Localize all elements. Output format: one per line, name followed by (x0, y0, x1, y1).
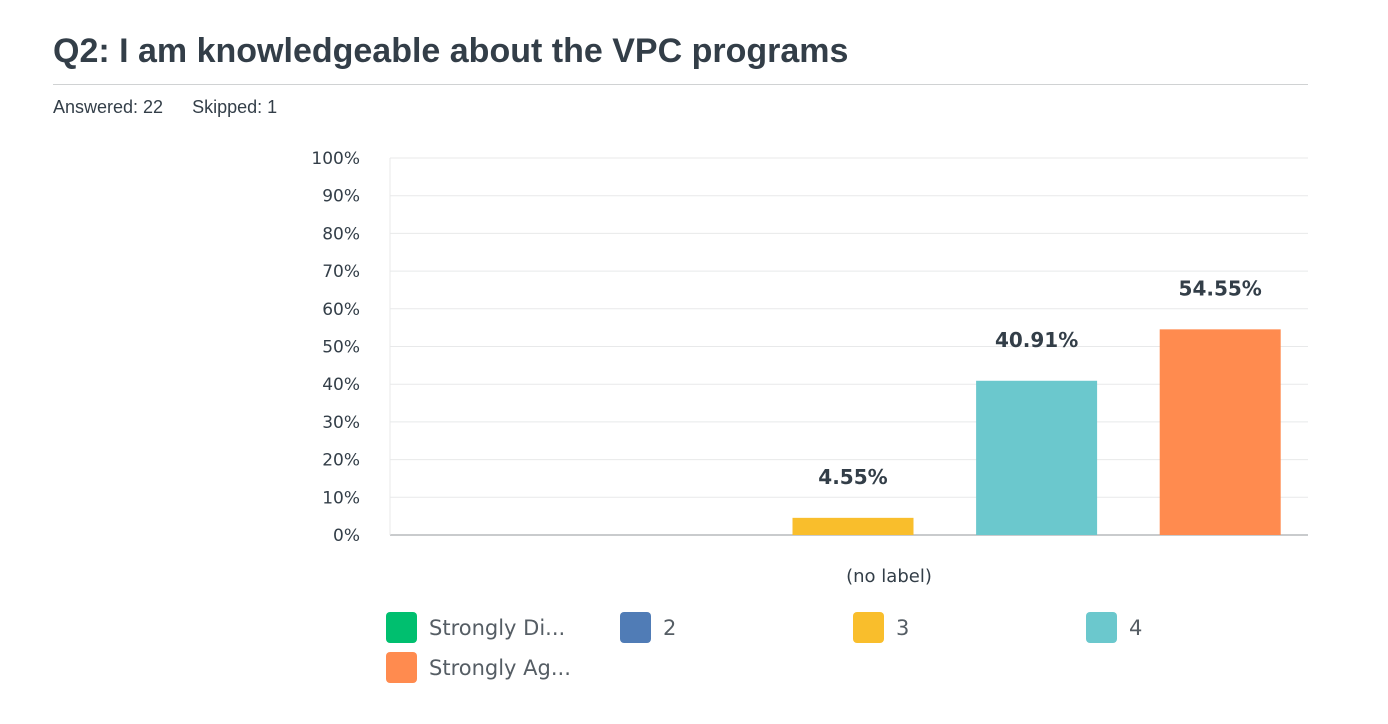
legend: Strongly Di... 2 3 4 Strongly Ag... (386, 612, 1142, 683)
y-tick-label: 0% (333, 526, 360, 546)
y-axis-ticks: 0% 10% 20% 30% 40% 50% 60% 70% 80% 90% 100% (311, 149, 360, 546)
bar-5 (1159, 329, 1281, 535)
legend-swatch (1086, 612, 1117, 643)
data-label: 54.55% (1179, 276, 1262, 300)
data-label: 40.91% (995, 328, 1078, 352)
y-tick-label: 50% (322, 338, 360, 358)
legend-label: Strongly Di... (429, 616, 565, 640)
legend-swatch (386, 652, 417, 683)
y-tick-label: 20% (322, 451, 360, 471)
bar-3 (792, 517, 914, 535)
skipped-count: Skipped: 1 (192, 97, 278, 117)
data-labels: 4.55% 40.91% 54.55% (818, 276, 1262, 489)
question-title: Q2: I am knowledgeable about the VPC pro… (53, 32, 849, 70)
title-divider (53, 84, 1308, 85)
y-tick-label: 90% (322, 187, 360, 207)
y-tick-label: 10% (322, 488, 360, 508)
y-tick-label: 70% (322, 262, 360, 282)
legend-label: Strongly Ag... (429, 656, 571, 680)
data-label: 4.55% (818, 465, 887, 489)
y-tick-label: 80% (322, 224, 360, 244)
legend-swatch (853, 612, 884, 643)
y-tick-label: 30% (322, 413, 360, 433)
legend-label: 2 (663, 616, 676, 640)
answered-count: Answered: 22 (53, 97, 164, 117)
bar-4 (976, 380, 1098, 535)
y-tick-label: 60% (322, 300, 360, 320)
bars (792, 329, 1281, 535)
legend-swatch (386, 612, 417, 643)
legend-label: 3 (896, 616, 909, 640)
legend-swatch (620, 612, 651, 643)
x-axis-categories: (no label) (846, 566, 932, 587)
gridlines (389, 157, 1308, 536)
legend-label: 4 (1129, 616, 1142, 640)
x-category-label: (no label) (846, 566, 932, 587)
y-tick-label: 40% (322, 375, 360, 395)
y-tick-label: 100% (311, 149, 360, 169)
response-stats: Answered: 22 Skipped: 1 (53, 97, 301, 118)
